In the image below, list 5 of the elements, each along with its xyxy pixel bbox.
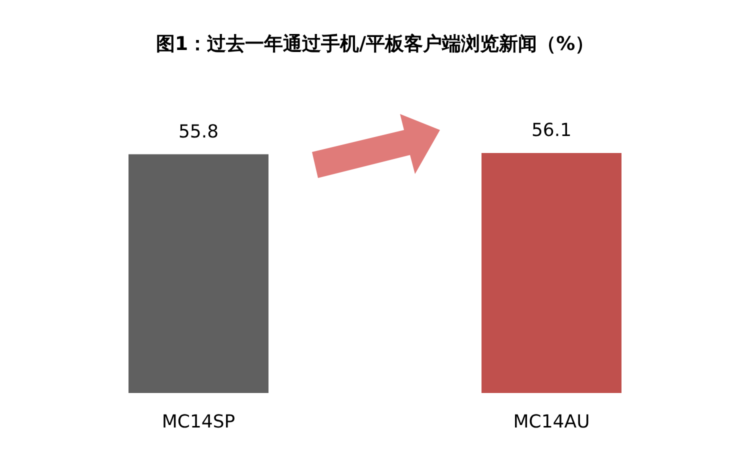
data-label: 55.8 — [178, 121, 219, 142]
data-label: 56.1 — [531, 120, 572, 141]
x-tick-label: MC14SP — [162, 412, 236, 432]
x-tick-label: MC14AU — [513, 412, 590, 432]
chart-title: 图1：过去一年通过手机/平板客户端浏览新闻（%） — [156, 33, 594, 55]
